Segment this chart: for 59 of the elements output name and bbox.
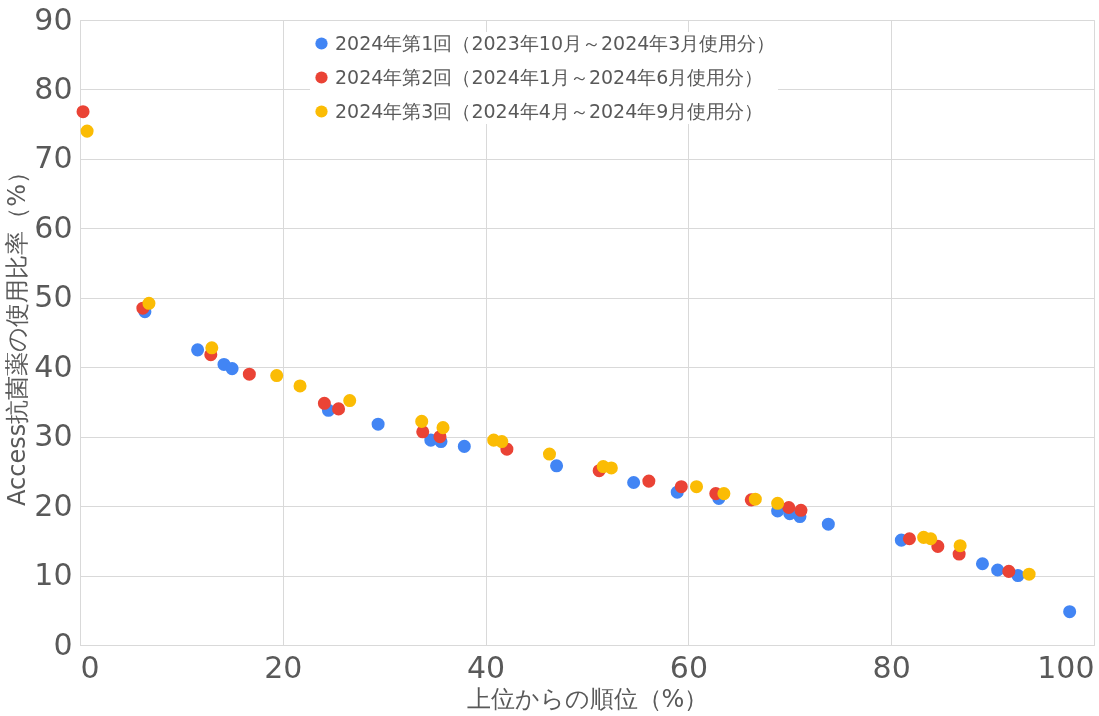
point xyxy=(748,492,762,506)
y-tick-label: 50 xyxy=(34,279,73,315)
point xyxy=(782,500,796,515)
y-tick-label: 80 xyxy=(34,70,73,106)
point xyxy=(627,475,641,490)
point xyxy=(975,557,989,571)
point xyxy=(293,379,307,393)
point xyxy=(191,343,205,357)
point xyxy=(371,417,385,431)
point xyxy=(1002,564,1016,578)
y-tick-label: 70 xyxy=(34,140,73,176)
y-tick-label: 20 xyxy=(34,487,73,523)
point xyxy=(270,369,284,383)
legend-label: 2024年第3回（2024年4月～2024年9月使用分） xyxy=(335,99,764,122)
point xyxy=(80,124,94,138)
x-tick-label: 20 xyxy=(264,649,303,685)
point xyxy=(991,563,1005,577)
x-tick-label: 0 xyxy=(80,649,100,685)
point xyxy=(242,367,256,381)
y-tick-label: 30 xyxy=(34,418,73,454)
x-tick-label: 60 xyxy=(669,649,708,685)
point xyxy=(689,480,704,494)
y-tick-label: 10 xyxy=(34,557,73,593)
point xyxy=(794,503,808,517)
legend-label: 2024年第2回（2024年1月～2024年6月使用分） xyxy=(335,65,764,88)
point xyxy=(415,414,429,428)
point xyxy=(924,532,938,546)
point xyxy=(717,487,731,501)
x-tick-label: 80 xyxy=(872,649,911,685)
y-tick-label: 0 xyxy=(53,626,73,662)
y-tick-label: 60 xyxy=(34,209,73,245)
point xyxy=(1063,605,1077,619)
x-tick-label: 40 xyxy=(467,649,506,685)
point xyxy=(604,461,618,475)
point xyxy=(225,362,239,376)
point xyxy=(317,396,331,410)
legend-label: 2024年第1回（2023年10月～2024年3月使用分） xyxy=(335,31,776,54)
point xyxy=(953,539,967,553)
y-tick-label: 90 xyxy=(34,1,73,37)
point xyxy=(642,474,656,488)
point xyxy=(674,480,688,494)
point xyxy=(343,394,357,408)
point xyxy=(76,105,90,119)
point xyxy=(332,402,346,416)
point xyxy=(550,459,564,473)
point xyxy=(142,296,156,310)
point xyxy=(495,435,509,449)
point xyxy=(1022,567,1036,581)
point xyxy=(902,532,916,546)
point xyxy=(436,421,450,435)
point xyxy=(457,439,471,453)
point xyxy=(542,447,556,461)
y-tick-label: 40 xyxy=(34,348,73,384)
y-axis-title: Access抗菌薬の使用比率（%） xyxy=(3,160,32,506)
point xyxy=(771,496,785,510)
point xyxy=(205,341,219,355)
x-axis-title: 上位からの順位（%） xyxy=(466,684,709,713)
x-tick-label: 100 xyxy=(1037,649,1095,685)
point xyxy=(821,517,835,531)
